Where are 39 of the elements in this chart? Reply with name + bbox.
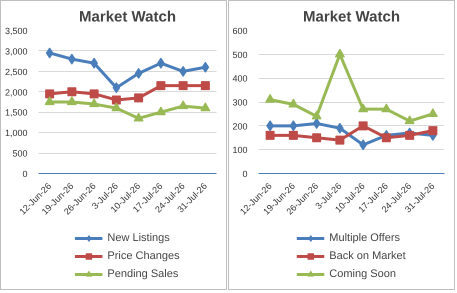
- point: [112, 95, 121, 104]
- chart-title: Market Watch: [79, 8, 176, 26]
- y-tick-label: 1,500: [4, 108, 28, 118]
- legend-label: Pending Sales: [107, 267, 178, 281]
- point: [134, 93, 144, 102]
- point: [200, 102, 210, 112]
- y-tick-label: 600: [232, 26, 248, 36]
- point: [44, 96, 55, 106]
- point: [134, 112, 144, 122]
- y-tick-label: 500: [12, 148, 28, 159]
- point: [89, 98, 100, 108]
- point: [200, 81, 210, 90]
- point: [156, 106, 166, 116]
- point: [90, 89, 99, 98]
- point: [67, 87, 76, 96]
- legend-label: Multiple Offers: [329, 231, 400, 245]
- chart-title: Market Watch: [303, 8, 400, 26]
- legend-label: Coming Soon: [329, 267, 396, 281]
- point: [178, 81, 188, 90]
- point: [156, 81, 166, 90]
- y-tick-label: 3,000: [4, 46, 28, 56]
- legend-label: Back on Market: [329, 249, 406, 263]
- y-tick-label: 2,000: [4, 87, 28, 98]
- y-tick-label: 0: [242, 169, 248, 179]
- y-tick-label: 200: [232, 121, 248, 132]
- y-tick-label: 500: [232, 50, 248, 60]
- point: [66, 96, 77, 106]
- point: [45, 89, 54, 98]
- y-tick-label: 400: [232, 74, 248, 84]
- y-tick-label: 0: [22, 169, 28, 179]
- y-tick-label: 100: [232, 145, 248, 156]
- point: [178, 100, 188, 110]
- legend-label: Price Changes: [107, 249, 180, 263]
- legend-label: New Listings: [107, 231, 170, 245]
- y-tick-label: 2,500: [4, 66, 28, 77]
- y-tick-label: 1,000: [4, 128, 28, 138]
- point: [111, 102, 122, 112]
- y-tick-label: 300: [232, 98, 248, 108]
- y-tick-label: 3,500: [4, 26, 28, 36]
